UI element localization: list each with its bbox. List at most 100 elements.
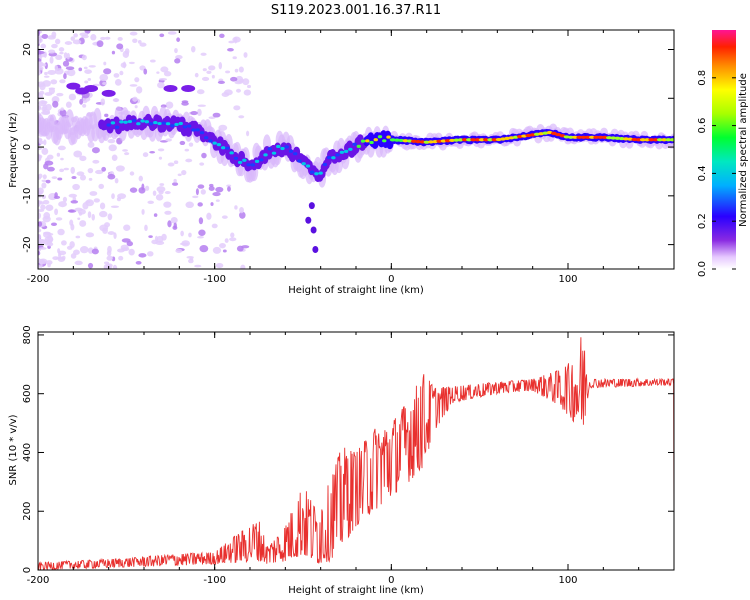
noise-blob xyxy=(236,245,244,252)
noise-blob xyxy=(247,84,252,89)
ridge-core xyxy=(280,146,285,151)
snr-x-label: Height of straight line (km) xyxy=(288,585,424,596)
noise-blob xyxy=(134,105,138,109)
noise-blob xyxy=(114,78,122,86)
secondary-blob xyxy=(75,87,90,95)
ridge-core xyxy=(331,156,336,160)
ridge-core xyxy=(648,138,655,142)
noise-blob xyxy=(91,147,100,154)
noise-blob xyxy=(198,229,206,236)
noise-blob xyxy=(92,159,100,164)
noise-blob xyxy=(54,208,59,216)
noise-blob xyxy=(90,34,97,41)
ridge-core xyxy=(314,172,319,176)
noise-blob xyxy=(212,112,221,118)
noise-blob xyxy=(195,188,199,196)
ridge-core xyxy=(119,120,124,124)
noise-blob xyxy=(43,75,50,78)
ridge-core xyxy=(148,122,154,126)
y-tick-label: 0 xyxy=(22,567,33,573)
spur-blob xyxy=(305,216,312,224)
ridge-core xyxy=(199,131,205,135)
noise-blob xyxy=(132,96,138,102)
noise-blob xyxy=(54,38,61,45)
noise-blob xyxy=(118,255,124,261)
noise-blob xyxy=(63,167,70,171)
noise-blob xyxy=(137,39,142,44)
noise-blob xyxy=(87,167,94,174)
noise-blob xyxy=(88,177,93,181)
noise-blob xyxy=(72,39,82,45)
noise-blob xyxy=(111,50,116,55)
noise-blob xyxy=(38,200,43,204)
noise-blob xyxy=(145,185,150,191)
noise-blob xyxy=(54,192,58,198)
x-tick-label: 0 xyxy=(388,274,394,285)
noise-blob xyxy=(222,249,227,253)
ridge-core xyxy=(589,135,596,139)
noise-blob xyxy=(70,36,76,41)
noise-blob xyxy=(100,98,106,106)
noise-blob xyxy=(120,62,127,68)
noise-blob xyxy=(197,104,206,107)
spectrogram-marks xyxy=(38,30,674,269)
ridge-core xyxy=(271,151,277,155)
noise-blob xyxy=(224,238,229,243)
noise-blob xyxy=(173,222,177,229)
noise-blob xyxy=(180,230,184,237)
noise-blob xyxy=(38,155,42,162)
noise-blob xyxy=(60,107,64,111)
noise-blob xyxy=(73,33,78,38)
noise-blob xyxy=(148,235,153,238)
noise-blob xyxy=(129,31,138,36)
noise-blob xyxy=(38,176,42,180)
ridge-core xyxy=(322,162,328,167)
noise-blob xyxy=(152,190,157,196)
noise-blob xyxy=(221,215,228,219)
ridge-core xyxy=(652,138,659,142)
noise-blob xyxy=(175,248,183,254)
noise-blob xyxy=(157,81,165,89)
noise-blob xyxy=(196,89,205,95)
noise-blob xyxy=(240,264,246,269)
noise-blob xyxy=(38,37,43,44)
noise-blob xyxy=(88,65,96,68)
noise-blob xyxy=(58,201,67,208)
noise-blob xyxy=(70,200,79,204)
ridge-core xyxy=(386,135,391,139)
noise-blob xyxy=(74,260,83,266)
noise-blob xyxy=(57,145,66,151)
noise-blob xyxy=(149,59,156,63)
noise-blob xyxy=(112,98,120,103)
noise-blob xyxy=(64,41,73,45)
noise-blob xyxy=(138,175,143,182)
noise-blob xyxy=(74,207,83,212)
noise-blob xyxy=(89,191,98,196)
ridge-core xyxy=(339,150,345,154)
noise-blob xyxy=(54,64,59,71)
noise-blob xyxy=(124,152,130,156)
noise-blob xyxy=(45,260,53,265)
noise-blob xyxy=(174,47,178,54)
colorbar-tick-label: 0.4 xyxy=(697,165,708,181)
noise-blob xyxy=(77,217,81,220)
noise-blob xyxy=(95,169,104,175)
noise-blob xyxy=(149,150,156,154)
ridge-core xyxy=(352,142,357,146)
noise-blob xyxy=(117,36,123,41)
noise-blob xyxy=(82,104,87,108)
noise-blob xyxy=(107,138,116,144)
noise-blob xyxy=(159,183,165,186)
ridge-core xyxy=(478,138,485,142)
snr-plot-area xyxy=(38,332,674,570)
noise-blob xyxy=(226,184,232,188)
ridge-core xyxy=(165,122,171,126)
snr-y-label: SNR (10 * v/v) xyxy=(8,414,19,485)
noise-blob xyxy=(59,79,66,84)
noise-blob xyxy=(151,239,158,245)
noise-blob xyxy=(65,101,72,108)
noise-blob xyxy=(181,101,189,106)
ridge-core xyxy=(259,158,264,162)
